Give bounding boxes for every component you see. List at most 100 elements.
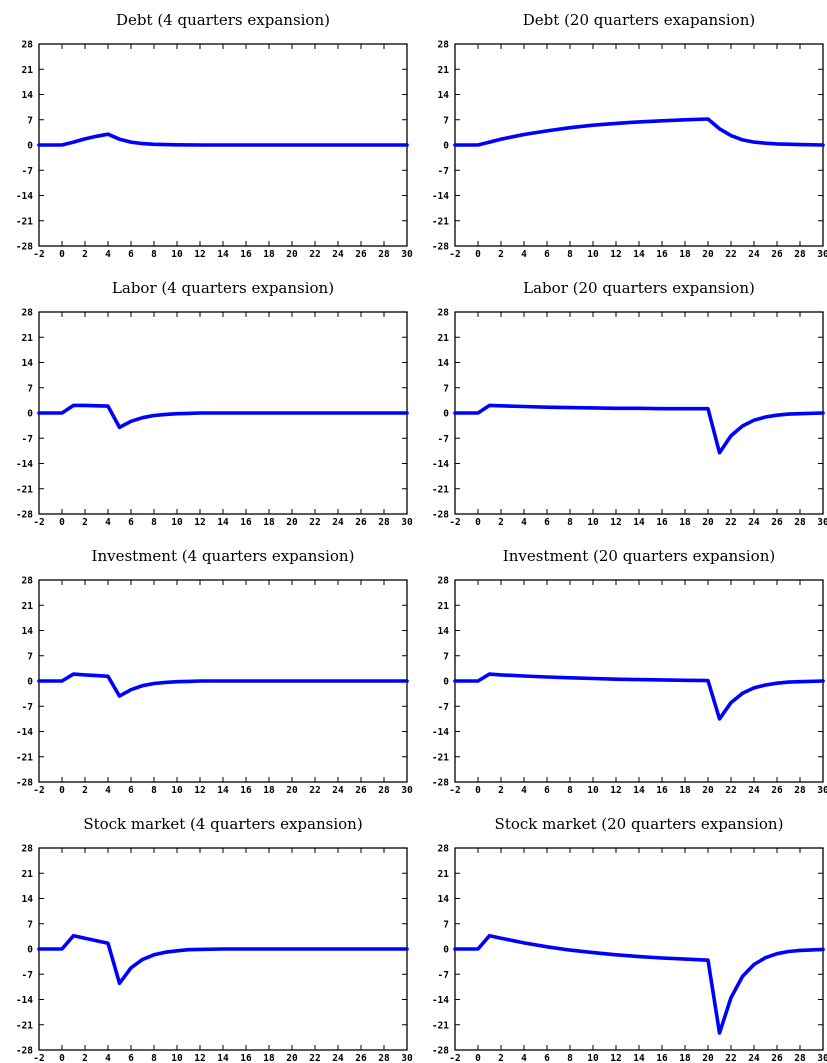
x-tick-label: 18 — [679, 249, 691, 260]
x-tick-label: 10 — [587, 249, 599, 260]
response-line — [37, 933, 409, 986]
y-tick-label: 7 — [443, 383, 449, 394]
response-line — [37, 403, 409, 430]
x-tick-label: 24 — [748, 249, 760, 260]
chart-panel-4: Labor (20 quarters expansion)28211470-7-… — [432, 279, 827, 528]
x-tick-label: 20 — [702, 1053, 714, 1063]
y-tick-label: 0 — [443, 409, 449, 420]
x-tick-label: 12 — [194, 517, 205, 528]
chart-title: Labor (20 quarters expansion) — [523, 279, 755, 297]
x-tick-label: 14 — [217, 1053, 229, 1063]
x-tick-label: 20 — [286, 249, 298, 260]
x-tick-label: 26 — [771, 1053, 783, 1063]
response-line — [453, 403, 825, 455]
x-tick-label: 24 — [332, 249, 344, 260]
chart-panel-7: Stock market (4 quarters expansion)28211… — [16, 815, 413, 1063]
y-tick-label: -21 — [432, 1020, 449, 1031]
x-tick-label: 24 — [748, 785, 760, 796]
y-tick-label: 0 — [443, 141, 449, 152]
y-tick-label: 21 — [22, 869, 34, 880]
y-tick-label: -28 — [432, 778, 449, 789]
x-tick-label: 18 — [263, 517, 275, 528]
x-tick-label: 20 — [286, 1053, 298, 1063]
x-tick-label: 20 — [286, 785, 298, 796]
y-tick-label: -28 — [16, 510, 33, 521]
plot-frame — [454, 847, 824, 1051]
response-line — [37, 672, 409, 698]
x-tick-label: 22 — [309, 249, 320, 260]
x-tick-label: 20 — [702, 517, 714, 528]
y-tick-label: 21 — [438, 869, 450, 880]
x-tick-label: 8 — [151, 517, 157, 528]
x-tick-label: 26 — [771, 249, 783, 260]
x-tick-label: -2 — [449, 785, 460, 796]
x-tick-label: 10 — [171, 785, 183, 796]
x-tick-label: 4 — [105, 517, 111, 528]
y-tick-label: 14 — [438, 90, 450, 101]
x-tick-label: 26 — [355, 517, 367, 528]
y-tick-label: -21 — [16, 484, 33, 495]
chart-panel-5: Investment (4 quarters expansion)2821147… — [16, 547, 413, 796]
x-tick-label: 22 — [725, 249, 736, 260]
x-tick-label: 12 — [610, 1053, 621, 1063]
x-tick-label: 16 — [240, 1053, 252, 1063]
x-tick-label: 28 — [378, 249, 390, 260]
x-tick-label: 2 — [82, 249, 88, 260]
x-tick-label: 6 — [544, 785, 550, 796]
x-tick-label: 6 — [544, 249, 550, 260]
y-tick-label: -28 — [16, 242, 33, 253]
x-tick-label: 10 — [171, 517, 183, 528]
y-tick-label: 28 — [438, 576, 450, 587]
y-tick-label: 28 — [438, 308, 450, 319]
x-tick-label: 22 — [309, 517, 320, 528]
response-line — [453, 672, 825, 721]
y-tick-label: -7 — [438, 702, 449, 713]
y-tick-label: 14 — [22, 626, 34, 637]
y-tick-label: 7 — [27, 383, 33, 394]
x-tick-label: 30 — [401, 785, 413, 796]
x-tick-label: 10 — [171, 1053, 183, 1063]
y-tick-label: -28 — [432, 510, 449, 521]
chart-title: Stock market (20 quarters expansion) — [495, 815, 784, 833]
x-tick-label: 16 — [656, 1053, 668, 1063]
x-tick-label: 26 — [355, 249, 367, 260]
chart-panel-8: Stock market (20 quarters expansion)2821… — [432, 815, 827, 1063]
y-tick-label: -7 — [22, 166, 33, 177]
y-tick-label: 0 — [27, 677, 33, 688]
x-tick-label: 16 — [240, 785, 252, 796]
x-tick-label: 30 — [401, 1053, 413, 1063]
x-tick-label: 16 — [240, 517, 252, 528]
x-tick-label: 30 — [817, 785, 827, 796]
plot-frame — [454, 311, 824, 515]
x-tick-label: 4 — [105, 249, 111, 260]
y-tick-label: -7 — [22, 970, 33, 981]
x-tick-label: 8 — [567, 1053, 573, 1063]
y-tick-label: -7 — [438, 970, 449, 981]
x-tick-label: 0 — [59, 517, 65, 528]
x-tick-label: 10 — [587, 517, 599, 528]
x-tick-label: 26 — [355, 785, 367, 796]
x-tick-label: 14 — [217, 249, 229, 260]
x-tick-label: 12 — [194, 249, 205, 260]
y-tick-label: 0 — [27, 141, 33, 152]
x-tick-label: 14 — [633, 1053, 645, 1063]
x-tick-label: -2 — [449, 1053, 460, 1063]
x-tick-label: 12 — [194, 1053, 205, 1063]
x-tick-label: 0 — [59, 249, 65, 260]
y-tick-label: -28 — [432, 242, 449, 253]
x-tick-label: 26 — [771, 785, 783, 796]
x-tick-label: 28 — [378, 517, 390, 528]
y-tick-label: 21 — [438, 601, 450, 612]
y-tick-label: 7 — [443, 919, 449, 930]
x-tick-label: 18 — [679, 517, 691, 528]
x-tick-label: 0 — [475, 785, 481, 796]
x-tick-label: 0 — [475, 1053, 481, 1063]
x-tick-label: 30 — [401, 249, 413, 260]
x-tick-label: 6 — [128, 249, 134, 260]
chart-title: Debt (4 quarters expansion) — [116, 11, 330, 29]
y-tick-label: 7 — [443, 651, 449, 662]
x-tick-label: 0 — [475, 517, 481, 528]
y-tick-label: 0 — [443, 945, 449, 956]
y-tick-label: -14 — [16, 459, 33, 470]
chart-panel-3: Labor (4 quarters expansion)28211470-7-1… — [16, 279, 413, 528]
